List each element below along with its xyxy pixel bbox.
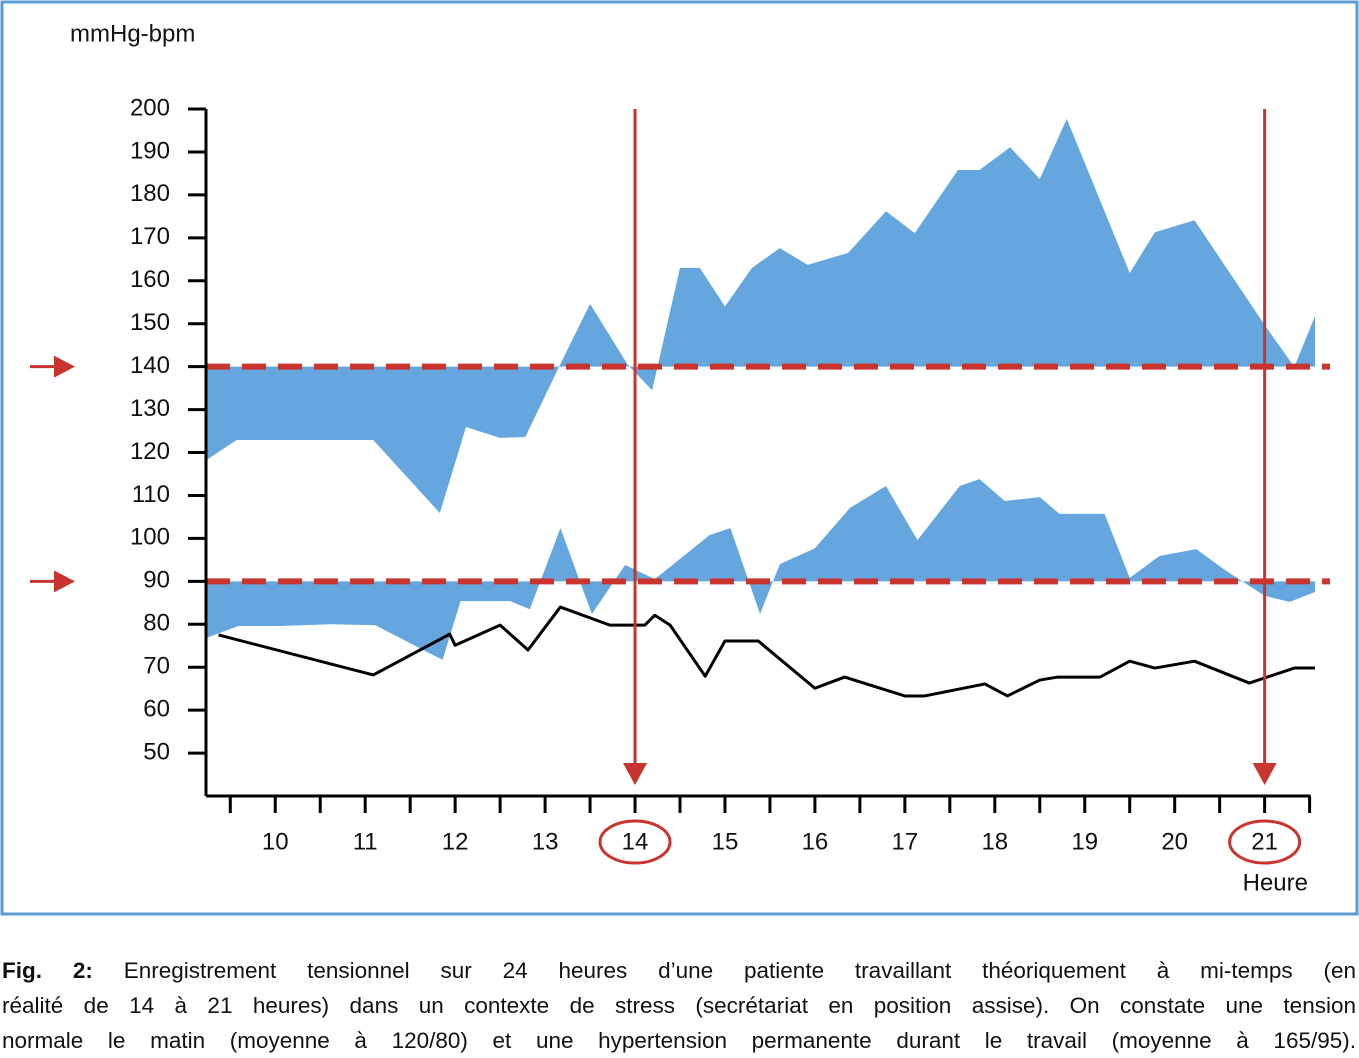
y-tick-label: 190 — [130, 137, 170, 164]
x-tick-label: 19 — [1071, 828, 1098, 855]
x-tick-label: 17 — [892, 828, 919, 855]
x-tick-label: 14 — [622, 828, 649, 855]
x-tick-label: 15 — [712, 828, 739, 855]
area — [206, 118, 1315, 514]
caption-line: Fig. 2: Enregistrement tensionnel sur 24… — [2, 953, 1356, 988]
y-tick-label: 110 — [132, 481, 170, 508]
y-tick-label: 120 — [130, 438, 170, 465]
y-tick-label: 60 — [143, 695, 170, 722]
x-tick-label: 13 — [532, 828, 559, 855]
x-tick-label: 16 — [802, 828, 829, 855]
line — [218, 605, 1315, 698]
caption-line: normale le matin (moyenne à 120/80) et u… — [2, 1028, 1356, 1053]
x-tick-label: 10 — [262, 828, 289, 855]
y-tick-label: 70 — [143, 653, 170, 680]
caption-line: réalité de 14 à 21 heures) dans un conte… — [2, 993, 1356, 1018]
threshold-arrowhead — [54, 355, 75, 378]
chart: mmHg-bpm Heure 50 60 70 80 90 100 110 120 130 140… — [0, 0, 1359, 916]
y-tick-label: 200 — [130, 94, 170, 121]
y-tick-label: 130 — [130, 395, 170, 422]
highlight-arrowhead — [1252, 763, 1277, 785]
x-tick-label: 18 — [981, 828, 1008, 855]
x-axis-label: Heure — [1243, 869, 1308, 896]
x-tick-label: 20 — [1161, 828, 1188, 855]
y-tick-label: 140 — [130, 352, 170, 379]
y-tick-label: 90 — [143, 567, 170, 594]
y-tick-label: 80 — [143, 610, 170, 637]
highlight-circle — [1228, 819, 1302, 865]
x-tick-label: 21 — [1251, 828, 1278, 855]
threshold-arrowhead — [54, 570, 75, 593]
y-tick-label: 170 — [130, 223, 170, 250]
y-tick-label: 100 — [130, 524, 170, 551]
x-tick-label: 12 — [442, 828, 469, 855]
caption-text: Enregistrement tensionnel sur 24 heures … — [123, 958, 1356, 983]
highlight-arrowhead — [623, 763, 648, 785]
y-tick-label: 50 — [143, 738, 170, 765]
area — [206, 479, 1315, 660]
highlight-circle — [598, 819, 672, 865]
y-tick-label: 150 — [130, 309, 170, 336]
y-tick-label: 180 — [130, 180, 170, 207]
caption-label: Fig. 2: — [2, 958, 93, 983]
y-tick-label: 160 — [130, 266, 170, 293]
frame — [0, 0, 1359, 916]
caption: Fig. 2: Enregistrement tensionnel sur 24… — [2, 953, 1356, 1058]
y-axis-label: mmHg-bpm — [70, 20, 195, 47]
x-tick-label: 11 — [353, 828, 378, 855]
